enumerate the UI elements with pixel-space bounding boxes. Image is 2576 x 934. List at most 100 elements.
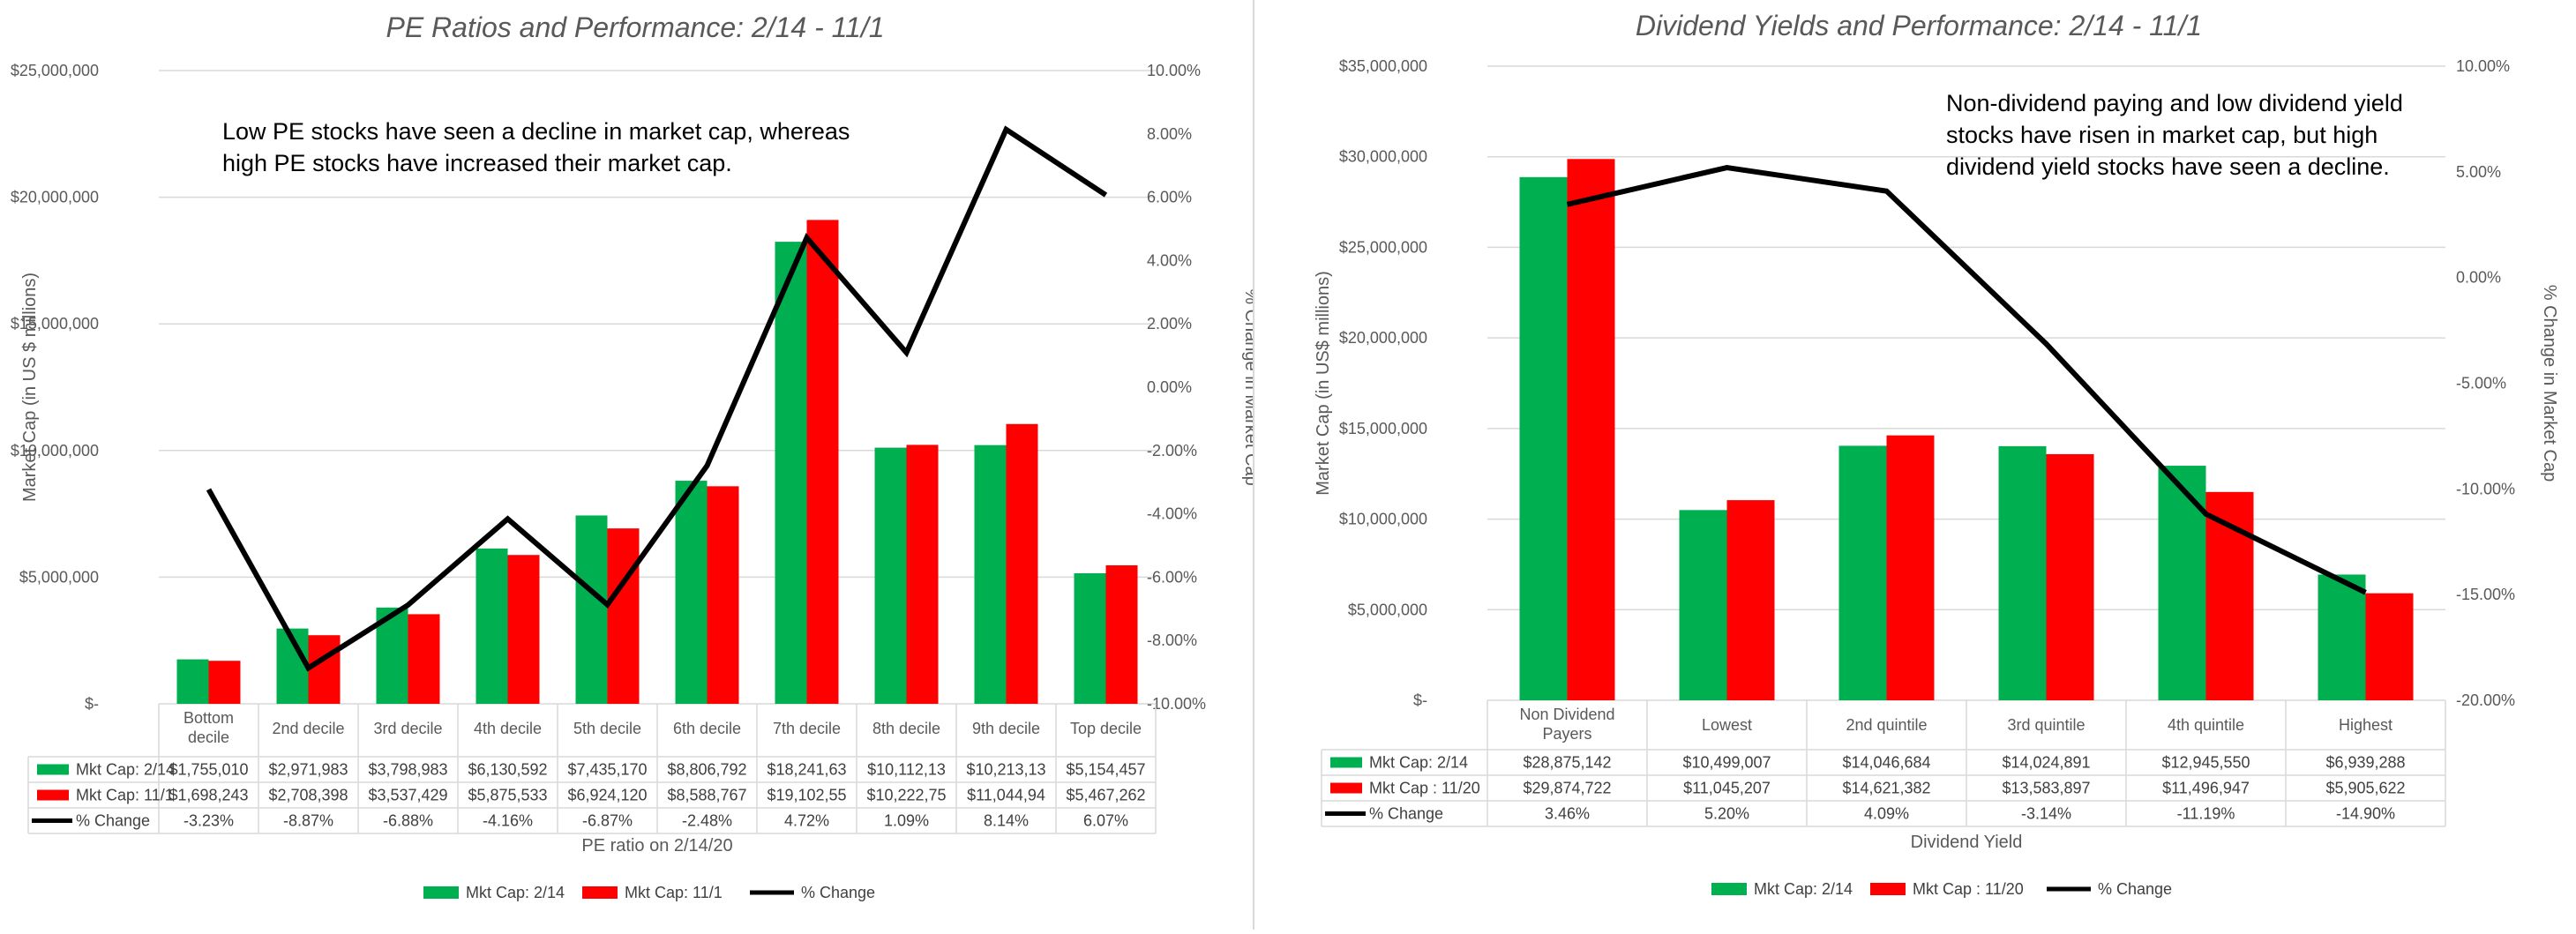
bar-mkt-cap-2-14 bbox=[1679, 510, 1727, 700]
legend-entry: Mkt Cap: 2/14 bbox=[466, 884, 565, 901]
bar-mkt-cap-2-14 bbox=[575, 515, 608, 704]
bar-mkt-cap-11-1 bbox=[208, 661, 241, 704]
table-series-name: Mkt Cap: 2/14 bbox=[76, 761, 175, 779]
y2-tick-label: 8.00% bbox=[1147, 125, 1192, 143]
y-tick-label: $30,000,000 bbox=[1339, 148, 1427, 166]
y2-tick-label: -20.00% bbox=[2456, 691, 2515, 709]
bar-mkt-cap-11-1 bbox=[507, 555, 540, 704]
table-legend-key bbox=[1330, 757, 1362, 768]
pe-ratio-chart: PE Ratios and Performance: 2/14 - 11/1 $2… bbox=[11, 11, 1261, 901]
data-label: $6,939,288 bbox=[2325, 754, 2405, 772]
data-label: -11.19% bbox=[2177, 805, 2235, 823]
bar-mkt-cap-2-14 bbox=[1838, 445, 1887, 700]
y2-tick-label: 0.00% bbox=[1147, 378, 1192, 396]
y2-tick-label: -6.00% bbox=[1147, 568, 1197, 586]
data-label: -8.87% bbox=[283, 812, 333, 830]
table-series-name: Mkt Cap: 11/1 bbox=[76, 787, 174, 804]
bar-mkt-cap-11-1 bbox=[1006, 423, 1038, 704]
data-label: $28,875,142 bbox=[1523, 754, 1611, 772]
data-label: $6,924,120 bbox=[567, 787, 647, 804]
legend-entry: % Change bbox=[801, 884, 875, 901]
legend-swatch bbox=[582, 886, 618, 899]
y2-axis-title: % Change in Market Cap bbox=[1241, 288, 1253, 485]
data-label: $19,102,55 bbox=[767, 787, 846, 804]
legend-entry: Mkt Cap: 2/14 bbox=[1754, 880, 1853, 898]
chart-annotation: stocks have risen in market cap, but hig… bbox=[1946, 122, 2378, 148]
y-tick-label: $25,000,000 bbox=[11, 62, 99, 79]
x-category-label: decile bbox=[188, 729, 229, 746]
pct-change-line bbox=[1566, 164, 2367, 595]
y-tick-label: $10,000,000 bbox=[1339, 511, 1427, 528]
chart-title: Dividend Yields and Performance: 2/14 - … bbox=[1636, 10, 2202, 41]
data-label: $11,044,94 bbox=[967, 787, 1045, 804]
dividend-yield-chart: Dividend Yields and Performance: 2/14 - … bbox=[1314, 10, 2559, 898]
data-label: $11,496,947 bbox=[2162, 780, 2250, 797]
data-label: $11,045,207 bbox=[1683, 780, 1771, 797]
data-label: 5.20% bbox=[1704, 805, 1749, 823]
table-legend-key bbox=[37, 764, 69, 775]
pct-change-line bbox=[206, 125, 1108, 672]
data-label: $10,112,13 bbox=[867, 761, 946, 779]
legend-swatch bbox=[423, 886, 459, 899]
bar-mkt-cap-11-20 bbox=[2365, 593, 2414, 700]
bar-mkt-cap-2-14 bbox=[974, 445, 1007, 704]
table-series-name: % Change bbox=[1369, 805, 1443, 823]
y-tick-label: $20,000,000 bbox=[11, 189, 99, 206]
x-category-label: 9th decile bbox=[972, 720, 1040, 737]
data-label: $12,945,550 bbox=[2161, 754, 2250, 772]
bar-mkt-cap-2-14 bbox=[775, 242, 807, 705]
data-label: -3.23% bbox=[183, 812, 234, 830]
y-tick-label: $20,000,000 bbox=[1339, 329, 1427, 347]
data-label: 4.09% bbox=[1864, 805, 1909, 823]
bar-mkt-cap-11-20 bbox=[1886, 435, 1935, 700]
y2-tick-label: 6.00% bbox=[1147, 189, 1192, 206]
data-label: 4.72% bbox=[784, 812, 829, 830]
bar-mkt-cap-11-1 bbox=[707, 486, 739, 704]
pe-ratio-chart-panel: PE Ratios and Performance: 2/14 - 11/1 $2… bbox=[0, 0, 1261, 930]
chart-title: PE Ratios and Performance: 2/14 - 11/1 bbox=[386, 11, 884, 43]
y2-tick-label: -10.00% bbox=[2456, 480, 2515, 497]
data-label: $3,537,429 bbox=[368, 787, 447, 804]
y2-tick-label: 2.00% bbox=[1147, 315, 1192, 333]
bar-mkt-cap-2-14 bbox=[874, 447, 907, 704]
y-tick-label: $5,000,000 bbox=[1348, 601, 1427, 618]
y-tick-label: $- bbox=[1413, 691, 1427, 709]
data-label: $8,806,792 bbox=[667, 761, 746, 779]
y-tick-label: $35,000,000 bbox=[1339, 57, 1427, 75]
legend-entry: Mkt Cap: 11/1 bbox=[625, 884, 723, 901]
x-category-label: 5th decile bbox=[573, 720, 641, 737]
bar-mkt-cap-11-20 bbox=[1726, 500, 1775, 700]
data-label: 6.07% bbox=[1083, 812, 1128, 830]
table-legend-key bbox=[1330, 782, 1362, 794]
data-label: $7,435,170 bbox=[567, 761, 647, 779]
y-tick-label: $- bbox=[85, 695, 99, 713]
x-category-label: Highest bbox=[2339, 716, 2393, 734]
legend-entry: % Change bbox=[2098, 880, 2172, 898]
bar-mkt-cap-2-14 bbox=[176, 659, 209, 704]
data-label: $10,222,75 bbox=[866, 787, 946, 804]
data-label: $8,588,767 bbox=[667, 787, 746, 804]
data-label: -6.87% bbox=[582, 812, 633, 830]
data-label: -2.48% bbox=[682, 812, 732, 830]
x-category-label: 6th decile bbox=[673, 720, 741, 737]
x-category-label: 7th decile bbox=[773, 720, 841, 737]
x-category-label: Payers bbox=[1542, 725, 1591, 743]
data-label: -6.88% bbox=[383, 812, 433, 830]
data-label: $10,499,007 bbox=[1682, 754, 1771, 772]
x-category-label: 4th quintile bbox=[2168, 716, 2244, 734]
data-label: $5,467,262 bbox=[1066, 787, 1145, 804]
bar-mkt-cap-2-14 bbox=[675, 481, 708, 704]
bar-mkt-cap-2-14 bbox=[1998, 445, 2047, 700]
data-label: 3.46% bbox=[1545, 805, 1590, 823]
chart-annotation: Low PE stocks have seen a decline in mar… bbox=[222, 118, 850, 145]
y2-tick-label: 10.00% bbox=[1147, 62, 1201, 79]
x-category-label: 3rd decile bbox=[373, 720, 442, 737]
x-category-label: Non Dividend bbox=[1519, 706, 1614, 723]
table-series-name: % Change bbox=[76, 812, 150, 830]
x-axis-title: PE ratio on 2/14/20 bbox=[581, 836, 732, 856]
data-label: $14,046,684 bbox=[1842, 754, 1930, 772]
table-legend-key bbox=[37, 789, 69, 801]
bar-mkt-cap-2-14 bbox=[1074, 572, 1106, 704]
x-category-label: 8th decile bbox=[872, 720, 940, 737]
data-label: $3,798,983 bbox=[368, 761, 447, 779]
